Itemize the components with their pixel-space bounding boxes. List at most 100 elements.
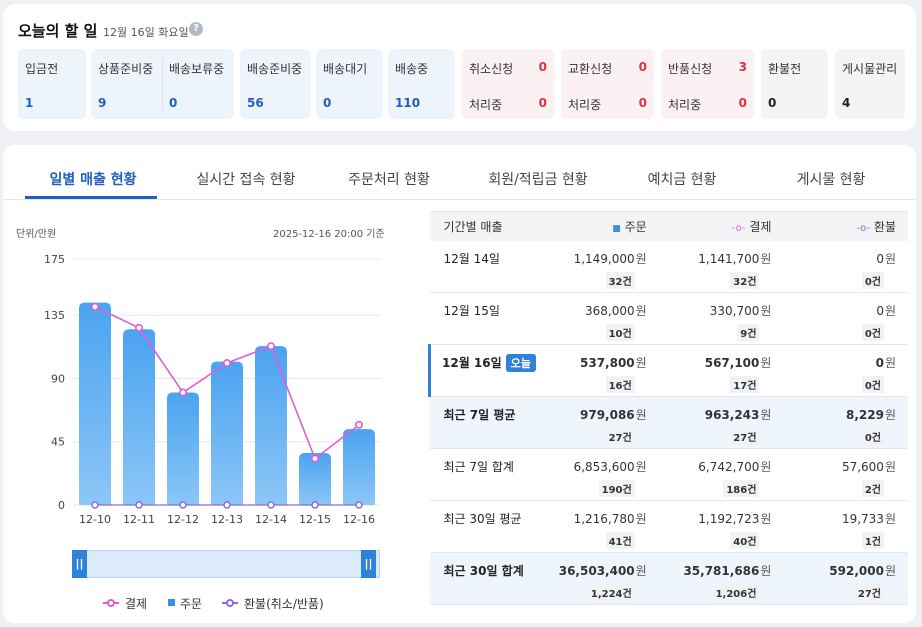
amount: 0 [876, 304, 884, 318]
legend-order[interactable]: 주문 [166, 595, 202, 612]
currency: 원 [884, 460, 896, 474]
tile-value[interactable]: 1 [25, 96, 34, 110]
x-tick-label: 12-12 [167, 513, 199, 526]
y-tick-label: 45 [51, 436, 65, 449]
tile-sub-label: 처리중 [469, 98, 503, 112]
point-refund [135, 501, 143, 509]
currency: 원 [760, 564, 772, 578]
currency: 원 [635, 512, 647, 526]
tab-deposit[interactable]: 예치금 현황 [647, 172, 717, 188]
tile-value[interactable]: 110 [395, 96, 421, 110]
tile-ship-waiting[interactable]: 배송대기 0 [316, 49, 383, 119]
payment-line-icon: -o- [731, 222, 746, 234]
count-badge: 16건 [605, 376, 635, 393]
tile-shipping[interactable]: 배송중 110 [388, 49, 455, 119]
tile-return-request[interactable]: 반품신청 3 처리중 0 [661, 49, 754, 119]
chart-range-slider[interactable] [72, 550, 380, 578]
tile-row: 반품신청 3 [668, 60, 747, 77]
y-tick-label: 175 [44, 253, 65, 266]
amount: 1,216,780 [573, 512, 635, 526]
count-badge: 32건 [605, 271, 635, 289]
currency: 원 [884, 564, 896, 578]
slider-handle-left[interactable]: || [72, 550, 87, 578]
tab-realtime-access[interactable]: 실시간 접속 현황 [196, 172, 296, 188]
currency: 원 [760, 512, 772, 526]
tile-row: 처리중 0 [568, 96, 647, 113]
tile-value[interactable]: 0 [638, 60, 647, 74]
legend-refund[interactable]: 환불(취소/반품) [222, 595, 324, 612]
tile-preparing-products[interactable]: 상품준비중 9 배송보류중 0 [91, 49, 234, 119]
table-row: 최근 30일 합계 36,503,400원 1,224건 35,781,686원 1… [429, 552, 908, 605]
tab-daily-sales[interactable]: 일별 매출 현황 [49, 172, 137, 188]
tab-order-processing[interactable]: 주문처리 현황 [348, 172, 430, 188]
tile-value[interactable]: 0 [323, 96, 332, 110]
point-refund [223, 501, 231, 509]
tile-sub-value[interactable]: 0 [638, 96, 647, 110]
row-order: 6,853,600원 190건 [548, 448, 659, 501]
help-icon[interactable]: ? [189, 22, 203, 36]
table-row: 12월 14일 1,149,000원 32건 1,141,700원 32건 0원 0건 [429, 240, 908, 293]
amount: 57,600 [841, 460, 884, 474]
legend-payment[interactable]: 결제 [103, 595, 147, 612]
currency: 원 [760, 304, 772, 318]
tile-value[interactable]: 3 [738, 60, 747, 74]
amount: 537,800 [580, 356, 635, 370]
row-refund: 19,733원 1건 [783, 500, 908, 553]
tile-sub-value[interactable]: 0 [738, 96, 747, 110]
x-tick-label: 12-16 [343, 513, 375, 526]
todo-date: 12월 16일 화요일 [103, 26, 189, 39]
tile-value[interactable]: 9 [98, 96, 107, 110]
tile-exchange-request[interactable]: 교환신청 0 처리중 0 [561, 49, 654, 119]
tab-member-points[interactable]: 회원/적립금 현황 [488, 172, 588, 188]
count-badge: 27건 [605, 428, 635, 445]
tab-posts[interactable]: 게시물 현황 [796, 172, 866, 188]
row-period: 최근 30일 합계 [429, 552, 549, 605]
currency: 원 [760, 251, 772, 266]
table-row: 최근 7일 합계 6,853,600원 190건 6,742,700원 186건 5… [429, 448, 908, 501]
bar-order [299, 452, 331, 505]
count-badge: 0건 [861, 324, 884, 341]
row-order: 36,503,400원 1,224건 [548, 552, 659, 605]
tile-deposit-pending[interactable]: 입금전 1 [18, 49, 86, 119]
point-payment [91, 302, 100, 311]
tile-value[interactable]: 4 [842, 96, 851, 110]
row-period: 12월 15일 [429, 292, 549, 345]
row-refund: 57,600원 2건 [783, 448, 908, 501]
tile-value[interactable]: 0 [538, 60, 547, 74]
row-payment: 567,100원 17건 [658, 344, 784, 397]
count-badge: 1건 [861, 532, 884, 549]
currency: 원 [760, 356, 772, 370]
bar-order [79, 302, 111, 505]
x-tick-label: 12-14 [255, 513, 287, 526]
tile-sub-value[interactable]: 0 [538, 96, 547, 110]
col-payment-label: 결제 [749, 219, 772, 234]
tile-label: 배송보류중 [169, 62, 225, 76]
active-tab-indicator [25, 196, 157, 199]
legend-label: 주문 [180, 597, 203, 611]
table-header-row: 기간별 매출 ■ 주문 -o- 결제 -o- 환불 [429, 211, 908, 241]
tile-value[interactable]: 56 [247, 96, 264, 110]
tile-before-refund[interactable]: 환불전 0 [761, 49, 828, 119]
count-badge: 40건 [730, 532, 760, 549]
table-row: 최근 30일 평균 1,216,780원 41건 1,192,723원 40건 19… [429, 500, 908, 553]
row-payment: 330,700원 9건 [658, 292, 784, 345]
order-square-icon: ■ [612, 223, 621, 234]
tile-value[interactable]: 0 [169, 96, 178, 110]
row-refund: 8,229원 0건 [783, 396, 908, 449]
amount: 1,141,700 [698, 251, 760, 266]
tile-value[interactable]: 0 [768, 96, 777, 110]
amount: 330,700 [709, 304, 760, 318]
tile-ship-ready[interactable]: 배송준비중 56 [240, 49, 311, 119]
slider-handle-right[interactable]: || [361, 550, 376, 578]
row-payment: 1,192,723원 40건 [658, 500, 784, 553]
tile-row: 교환신청 0 [568, 60, 647, 77]
legend-label: 결제 [125, 597, 148, 611]
tile-post-management[interactable]: 게시물관리 4 [835, 49, 905, 119]
point-refund [179, 501, 187, 509]
chart-basis-time: 2025-12-16 20:00 기준 [273, 229, 385, 240]
amount: 6,742,700 [698, 460, 760, 474]
point-payment [223, 359, 232, 368]
legend-square-icon [168, 599, 175, 606]
tile-cancel-request[interactable]: 취소신청 0 처리중 0 [462, 49, 554, 119]
row-refund: 0원 0건 [783, 344, 908, 397]
